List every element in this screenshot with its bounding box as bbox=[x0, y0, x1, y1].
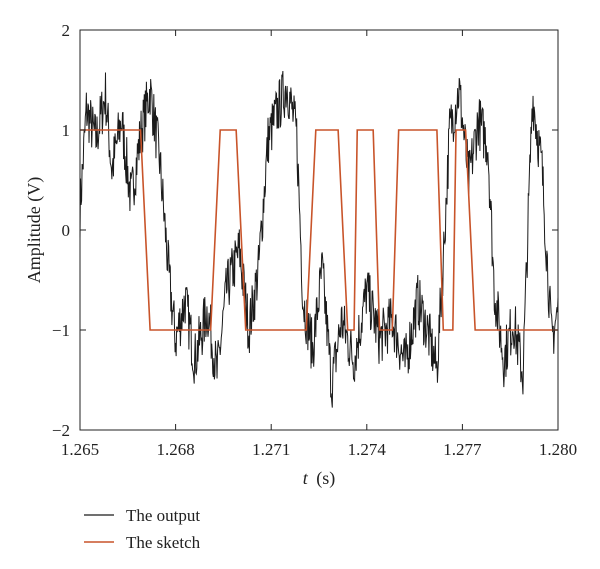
series-output bbox=[79, 70, 559, 408]
x-axis-title: t (s) bbox=[303, 468, 336, 489]
x-axis-unit: (s) bbox=[316, 468, 335, 489]
legend-label-sketch: The sketch bbox=[126, 533, 201, 552]
x-axis-ticks: 1.265 1.268 1.271 1.274 1.277 1.280 bbox=[61, 30, 577, 459]
y-tick-label: 2 bbox=[62, 21, 71, 40]
plot-area: 1.265 1.268 1.271 1.274 1.277 1.280 2 1 0 −1 −2 bbox=[52, 21, 577, 459]
y-tick-label: 0 bbox=[62, 221, 71, 240]
x-tick-label: 1.280 bbox=[539, 440, 577, 459]
y-axis-ticks: 2 1 0 −1 −2 bbox=[52, 21, 558, 440]
series-line-output bbox=[79, 70, 559, 408]
x-tick-label: 1.268 bbox=[156, 440, 194, 459]
x-tick-label: 1.274 bbox=[348, 440, 387, 459]
y-tick-label: −2 bbox=[52, 421, 70, 440]
x-axis-variable: t bbox=[303, 468, 309, 488]
legend-label-output: The output bbox=[126, 506, 200, 525]
x-tick-label: 1.277 bbox=[443, 440, 482, 459]
series-sketch bbox=[80, 129, 558, 331]
y-tick-label: 1 bbox=[62, 121, 71, 140]
legend: The output The sketch bbox=[84, 506, 201, 552]
series-line-sketch bbox=[80, 129, 558, 331]
x-tick-label: 1.271 bbox=[252, 440, 290, 459]
x-tick-label: 1.265 bbox=[61, 440, 99, 459]
y-axis-title: Amplitude (V) bbox=[24, 177, 45, 283]
y-tick-label: −1 bbox=[52, 321, 70, 340]
